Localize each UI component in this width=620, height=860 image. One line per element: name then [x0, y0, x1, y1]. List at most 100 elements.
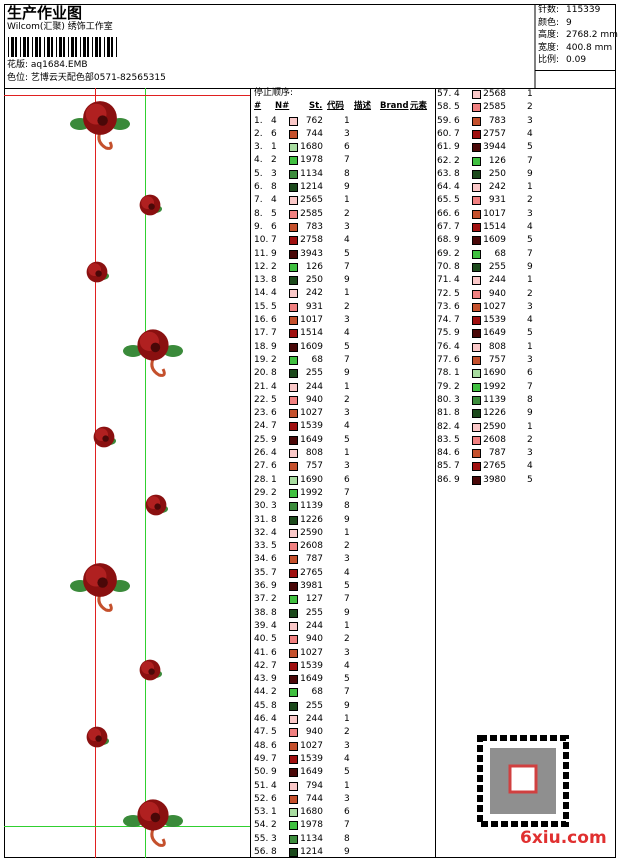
row-number: 39. — [254, 620, 269, 631]
needle: 6 — [271, 647, 277, 658]
code: 6 — [344, 807, 350, 818]
color-swatch — [289, 728, 298, 738]
row-number: 21. — [254, 381, 269, 392]
color-swatch — [289, 701, 298, 711]
needle: 9 — [271, 341, 277, 352]
color-swatch — [472, 116, 481, 126]
needle: 9 — [454, 328, 460, 339]
code: 5 — [344, 248, 350, 259]
stitches: 68 — [311, 354, 323, 365]
code: 1 — [344, 780, 350, 791]
row-number: 66. — [437, 208, 452, 219]
code: 3 — [527, 448, 533, 459]
stitches: 244 — [305, 714, 323, 724]
color-swatch — [289, 781, 298, 791]
needle: 7 — [454, 315, 460, 326]
bar — [39, 37, 41, 57]
code: 1 — [344, 381, 350, 392]
color-swatch — [472, 316, 481, 326]
code: 9 — [527, 261, 533, 272]
color-swatch — [472, 382, 481, 392]
row-number: 57. — [437, 89, 452, 99]
row-number: 14. — [254, 288, 269, 299]
needle: 4 — [271, 714, 277, 724]
row-number: 1. — [254, 115, 263, 126]
color-swatch — [472, 249, 481, 259]
color-swatch — [472, 143, 481, 153]
bar — [104, 37, 105, 57]
color-swatch — [289, 595, 298, 605]
row-number: 43. — [254, 674, 269, 685]
stitches: 1649 — [300, 767, 323, 778]
row-number: 56. — [254, 847, 269, 857]
column-header: St. — [309, 101, 323, 111]
row-number: 77. — [437, 355, 452, 365]
row-number: 74. — [437, 315, 452, 326]
stitches: 1027 — [300, 408, 323, 419]
bar — [116, 37, 117, 57]
row-number: 61. — [437, 142, 452, 153]
bar — [107, 37, 110, 57]
needle: 6 — [454, 208, 460, 219]
row-number: 24. — [254, 421, 269, 432]
needle: 4 — [271, 527, 277, 538]
stitches: 940 — [305, 394, 323, 405]
needle: 9 — [271, 767, 277, 778]
color-swatch — [472, 356, 481, 365]
table-title: 停止顺序: — [254, 88, 294, 98]
needle: 8 — [454, 168, 460, 179]
needle: 2 — [271, 594, 277, 605]
stitches: 794 — [305, 780, 323, 791]
stitches: 1649 — [483, 328, 506, 339]
code: 5 — [344, 674, 350, 685]
flower — [139, 659, 162, 681]
code: 2 — [527, 434, 533, 445]
code: 7 — [344, 261, 350, 272]
code: 3 — [344, 128, 350, 139]
flower — [123, 329, 183, 377]
flower — [70, 563, 130, 612]
code: 9 — [344, 368, 350, 379]
row-number: 54. — [254, 820, 269, 831]
needle: 8 — [271, 275, 277, 286]
code: 6 — [527, 368, 533, 379]
needle: 9 — [454, 235, 460, 246]
stitches: 1027 — [300, 647, 323, 658]
color-info: 色位: 艺博云天配色部0571-82565315 — [7, 73, 166, 83]
needle: 6 — [271, 315, 277, 325]
stitches: 2757 — [483, 128, 506, 139]
bar — [87, 37, 89, 57]
code: 4 — [344, 753, 350, 764]
stitches: 1017 — [483, 208, 506, 219]
color-swatch — [289, 675, 298, 685]
bar — [56, 37, 57, 57]
needle: 6 — [454, 355, 460, 365]
needle: 7 — [454, 128, 460, 139]
info-label: 颜色: — [538, 17, 560, 28]
color-swatch — [472, 475, 481, 485]
flower — [86, 261, 109, 283]
needle: 6 — [271, 740, 277, 751]
needle: 2 — [271, 687, 277, 698]
bar — [32, 37, 33, 57]
color-swatch — [472, 369, 481, 379]
row-number: 30. — [254, 501, 269, 512]
code: 1 — [527, 89, 533, 99]
row-number: 76. — [437, 341, 452, 352]
bar — [20, 37, 21, 57]
color-swatch — [289, 409, 298, 419]
color-swatch — [289, 222, 298, 232]
code: 5 — [344, 341, 350, 352]
row-number: 11. — [254, 248, 269, 259]
code: 9 — [344, 607, 350, 618]
watermark: 6xiu.com — [520, 828, 607, 848]
stitches: 2585 — [300, 208, 323, 219]
color-swatch — [289, 382, 298, 392]
needle: 5 — [271, 394, 277, 405]
color-swatch — [472, 449, 481, 459]
row-number: 28. — [254, 474, 269, 485]
stitches: 1680 — [300, 807, 323, 818]
needle: 4 — [271, 381, 277, 392]
color-swatch — [472, 90, 481, 99]
row-number: 34. — [254, 554, 269, 565]
